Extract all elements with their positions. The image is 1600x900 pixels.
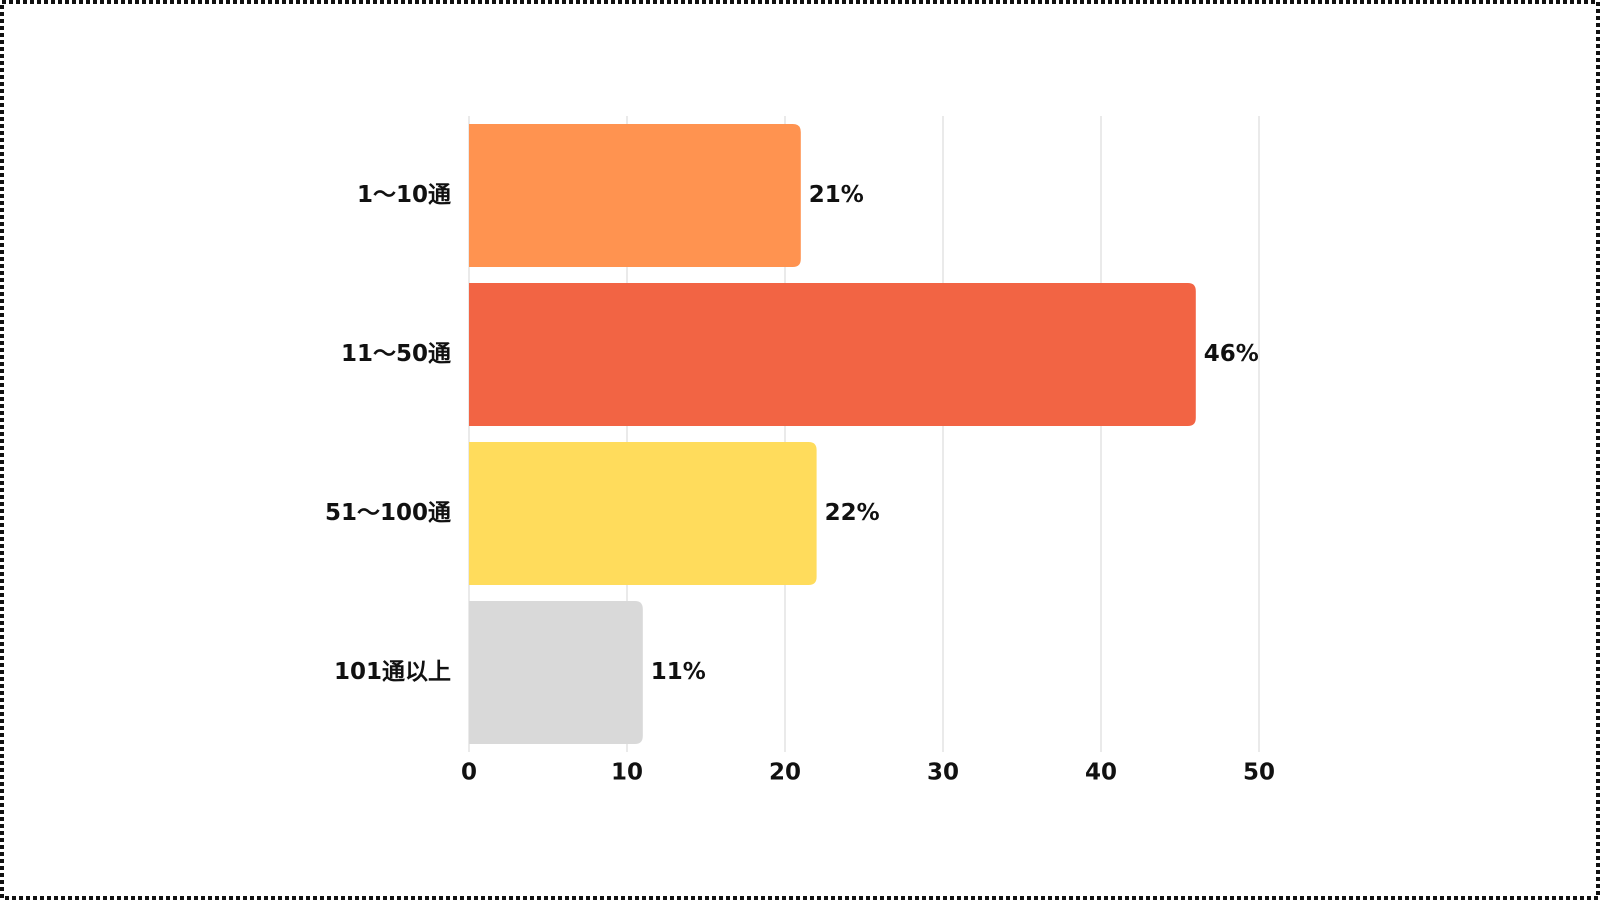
x-tick-label: 50 (1243, 760, 1275, 786)
data-label: 46% (1204, 341, 1259, 367)
bar (469, 600, 643, 745)
y-tick-label: 11〜50通 (341, 341, 451, 367)
bar (469, 441, 817, 586)
data-label: 21% (809, 182, 864, 208)
x-tick-label: 40 (1085, 760, 1117, 786)
y-tick-label: 101通以上 (334, 659, 451, 685)
data-label: 11% (651, 659, 706, 685)
x-tick-label: 20 (769, 760, 801, 786)
y-tick-label: 51〜100通 (325, 500, 451, 526)
bar (469, 282, 1196, 427)
data-label: 22% (825, 500, 880, 526)
bars (469, 123, 1196, 745)
bar (469, 123, 801, 268)
labels: 0 10 20 30 40 50 1〜10通 21% 11〜50通 46% 51〜100通 22% 10… (325, 182, 1275, 786)
x-tick-label: 30 (927, 760, 959, 786)
x-tick-label: 0 (461, 760, 477, 786)
x-tick-label: 10 (611, 760, 643, 786)
y-tick-label: 1〜10通 (357, 182, 451, 208)
